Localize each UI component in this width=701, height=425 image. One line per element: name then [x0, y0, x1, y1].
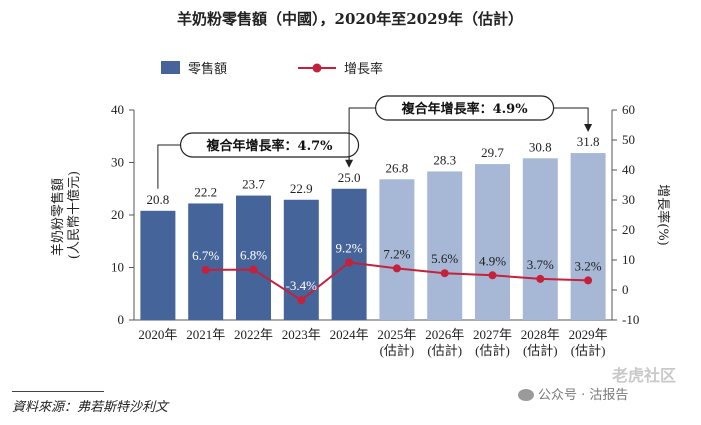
- annotation-connector: [348, 107, 376, 167]
- growth-line-series: [201, 258, 593, 305]
- bar-value-label: 22.9: [290, 181, 313, 196]
- growth-value-label: 6.8%: [240, 248, 267, 263]
- bar-series: [140, 153, 606, 320]
- right-tick-label: -10: [622, 312, 639, 327]
- wechat-icon: [518, 389, 534, 401]
- x-tick-label: 2022年: [234, 327, 273, 342]
- cagr-annotation: 複合年增長率：4.9%: [348, 95, 593, 167]
- growth-value-label: 3.2%: [575, 258, 602, 273]
- cagr-annotations: 複合年增長率：4.7% 複合年增長率：4.9%: [157, 95, 593, 189]
- growth-value-label: 6.7%: [192, 248, 219, 263]
- left-axis-title-line-1: 羊奶粉零售額: [50, 178, 66, 256]
- right-tick-label: 60: [622, 102, 635, 117]
- annotation-connector: [157, 144, 181, 189]
- x-tick-label: 2023年: [282, 327, 321, 342]
- annotation-connector: [553, 107, 589, 128]
- bar: [188, 203, 224, 320]
- x-axis-labels: 2020年 2021年 2022年 2023年 2024年 2025年(估計)2026年(…: [138, 327, 607, 358]
- x-tick-label: 2028年: [521, 327, 560, 342]
- legend-line-marker: [312, 63, 322, 73]
- x-tick-label: 2021年: [186, 327, 225, 342]
- legend-bar-label: 零售額: [188, 61, 227, 77]
- x-tick-label: 2027年: [473, 327, 512, 342]
- growth-value-label: 5.6%: [431, 251, 458, 266]
- bar-value-label: 20.8: [147, 192, 170, 207]
- growth-value-label: 7.2%: [383, 246, 410, 261]
- annotation-bubble: [179, 132, 360, 158]
- growth-value-labels: 6.7% 6.8% -3.4% 9.2% 7.2% 5.6% 4.9% 3.7% 3.2%: [192, 240, 602, 293]
- left-axis-title: 羊奶粉零售額 (人民幣十億元): [50, 171, 82, 259]
- bar-value-label: 30.8: [529, 139, 552, 154]
- x-tick-label: 2026年: [425, 327, 464, 342]
- bar-value-label: 26.8: [386, 160, 409, 175]
- bar: [331, 188, 367, 320]
- growth-value-label: -3.4%: [286, 278, 318, 293]
- annotation-bubble: [375, 95, 555, 121]
- x-tick-label: 2020年: [138, 327, 177, 342]
- right-axis: -10 0 10 20 30 40 50 60: [611, 102, 639, 327]
- growth-point: [584, 276, 593, 285]
- growth-point: [297, 296, 306, 305]
- right-tick-label: 20: [622, 222, 635, 237]
- source-note: 資料來源：弗若斯特沙利文: [12, 400, 169, 415]
- bar-value-label: 23.7: [242, 177, 265, 192]
- annotation-text: 複合年增長率：4.7%: [206, 138, 334, 154]
- growth-point: [440, 269, 449, 278]
- x-tick-label: (估計): [523, 343, 558, 358]
- bar-value-label: 28.3: [433, 152, 456, 167]
- bar: [379, 179, 415, 320]
- left-tick-label: 40: [111, 102, 124, 117]
- right-tick-label: 40: [622, 162, 635, 177]
- bar: [570, 153, 606, 320]
- left-axis-title-line-2: (人民幣十億元): [66, 171, 82, 259]
- bar: [140, 210, 176, 320]
- annotation-arrowhead: [584, 124, 593, 133]
- bar: [427, 171, 463, 320]
- source-rule: [12, 391, 104, 392]
- right-axis-title: 增長率(%): [655, 184, 671, 246]
- cagr-annotation: 複合年增長率：4.7%: [157, 132, 360, 189]
- x-tick-label: 2025年: [377, 327, 416, 342]
- legend-line-label: 增長率: [344, 61, 383, 77]
- growth-point: [201, 265, 210, 274]
- bar-value-label: 22.2: [194, 184, 217, 199]
- legend-bar-swatch: [161, 61, 180, 74]
- growth-point: [345, 258, 354, 267]
- growth-point: [536, 274, 545, 283]
- bar: [475, 164, 510, 320]
- watermark-text: 公众号 · 沽报告: [538, 388, 629, 403]
- x-tick-label: (估計): [571, 343, 606, 358]
- x-tick-label: (估計): [380, 343, 415, 358]
- bar-value-label: 29.7: [481, 145, 504, 160]
- right-tick-label: 10: [622, 252, 635, 267]
- right-tick-label: 30: [622, 192, 635, 207]
- growth-value-label: 3.7%: [527, 257, 554, 272]
- bar: [522, 158, 558, 320]
- growth-value-label: 9.2%: [336, 240, 363, 255]
- bar: [236, 195, 271, 320]
- watermark: 公众号 · 沽报告: [518, 384, 628, 403]
- bar-value-label: 25.0: [338, 170, 361, 185]
- bar-value-labels: 20.8 22.2 23.7 22.9 25.0 26.8 28.3 29.7 30.8 31.8: [147, 134, 600, 207]
- watermark-faint: 老虎社区: [612, 366, 677, 385]
- bar-value-label: 31.8: [577, 134, 600, 149]
- x-tick-label: (估計): [427, 343, 462, 358]
- left-tick-label: 0: [118, 312, 125, 327]
- legend: 零售額 增長率: [161, 61, 383, 77]
- annotation-text: 複合年增長率：4.9%: [401, 101, 529, 117]
- x-tick-label: 2024年: [330, 327, 369, 342]
- x-tick-label: 2029年: [569, 327, 608, 342]
- right-tick-label: 0: [622, 282, 629, 297]
- left-tick-label: 10: [111, 260, 124, 275]
- left-tick-label: 30: [111, 155, 124, 170]
- growth-value-label: 4.9%: [479, 253, 506, 268]
- growth-point: [392, 264, 401, 273]
- x-tick-label: (估計): [475, 343, 510, 358]
- right-tick-label: 50: [622, 132, 635, 147]
- chart-title: 羊奶粉零售額（中國），2020年至2029年（估計）: [177, 10, 523, 28]
- growth-point: [249, 265, 258, 274]
- left-tick-label: 20: [111, 207, 124, 222]
- growth-point: [488, 271, 497, 280]
